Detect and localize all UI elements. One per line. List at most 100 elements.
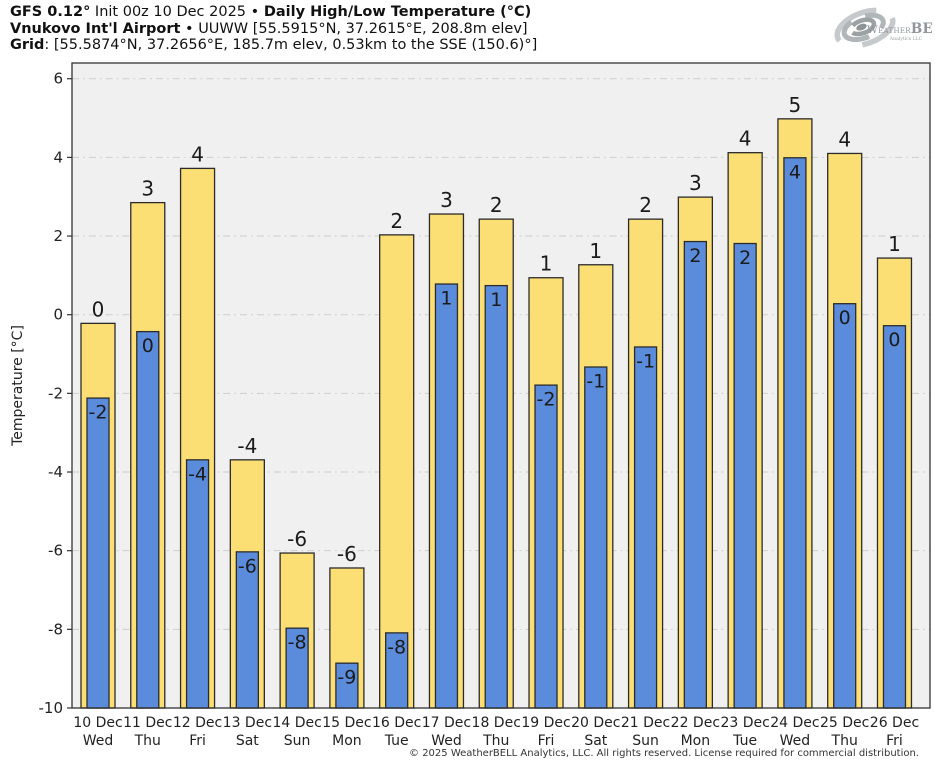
high-temp-label: 4 [191, 142, 204, 166]
high-temp-label: 3 [689, 171, 702, 195]
high-temp-label: 1 [589, 239, 602, 263]
x-tick-date-label: 19 Dec [521, 715, 570, 731]
x-tick-weekday-label: Thu [134, 733, 161, 749]
low-temp-label: -6 [238, 555, 257, 577]
low-temp-bar [882, 325, 907, 709]
grid-coords: : [55.5874°N, 37.2656°E, 185.7m elev, 0.… [44, 37, 538, 53]
x-tick-weekday-label: Fri [189, 733, 206, 749]
x-tick-weekday-label: Fri [886, 733, 903, 749]
high-temp-label: -4 [237, 434, 257, 458]
chart-title: Daily High/Low Temperature (°C) [263, 4, 532, 20]
x-tick-date-label: 21 Dec [621, 715, 670, 731]
logo-subtext: Analytics LLC [889, 36, 923, 42]
low-temp-label: -1 [636, 350, 655, 372]
low-temp-label: -2 [89, 402, 108, 424]
chart-header: GFS 0.12° Init 00z 10 Dec 2025 • Daily H… [10, 4, 537, 54]
x-tick-date-label: 17 Dec [422, 715, 471, 731]
x-tick-date-label: 16 Dec [372, 715, 421, 731]
high-temp-bar [379, 234, 415, 709]
high-temp-label: -6 [287, 527, 307, 551]
high-temp-label: 5 [789, 93, 802, 117]
x-tick-date-label: 20 Dec [571, 715, 620, 731]
low-temp-label: 0 [839, 307, 851, 329]
logo-text-bell: BELL [911, 21, 932, 37]
low-temp-bar [136, 330, 160, 709]
y-tick-label: -8 [48, 620, 63, 638]
y-tick-label: -2 [48, 384, 63, 402]
header-line-2: Vnukovo Int'l Airport • UUWW [55.5915°N,… [10, 21, 537, 38]
x-tick-date-label: 18 Dec [472, 715, 521, 731]
low-temp-label: 2 [739, 247, 751, 269]
low-temp-bar [584, 366, 608, 709]
x-tick-weekday-label: Sat [584, 733, 607, 749]
low-temp-bar [534, 384, 558, 709]
y-tick-label: 4 [53, 148, 63, 166]
low-temp-label: -8 [288, 632, 307, 654]
x-tick-weekday-label: Thu [482, 733, 509, 749]
high-temp-label: 4 [739, 127, 752, 151]
x-tick-date-label: 25 Dec [820, 715, 869, 731]
x-tick-date-label: 10 Dec [73, 715, 122, 731]
high-temp-label: 1 [540, 252, 553, 276]
high-temp-label: 3 [440, 188, 453, 212]
init-time: Init 00z 10 Dec 2025 • [90, 4, 264, 20]
logo-text-weather: Weather [867, 24, 911, 36]
x-tick-weekday-label: Sat [236, 733, 259, 749]
station-name: Vnukovo Int'l Airport [10, 20, 181, 37]
x-tick-date-label: 11 Dec [123, 715, 172, 731]
header-line-1: GFS 0.12° Init 00z 10 Dec 2025 • Daily H… [10, 4, 537, 21]
plot-border [71, 62, 931, 709]
x-tick-weekday-label: Wed [431, 733, 462, 749]
high-temp-label: 2 [390, 209, 403, 233]
high-temp-label: 2 [490, 193, 503, 217]
y-axis-title: Temperature [°C] [10, 325, 26, 447]
logo-wordmark: WeatherBELL [867, 21, 932, 37]
weatherbell-logo: WeatherBELL Analytics LLC [834, 7, 932, 49]
low-temp-bar [833, 303, 857, 709]
x-tick-date-label: 26 Dec [870, 715, 919, 731]
y-tick-label: -10 [39, 699, 64, 717]
low-temp-label: 0 [888, 329, 900, 351]
y-tick-label: -4 [48, 463, 63, 481]
high-temp-label: 2 [639, 193, 652, 217]
y-tick-label: 0 [53, 306, 63, 324]
low-temp-label: -9 [337, 667, 356, 689]
high-temp-label: -6 [337, 542, 357, 566]
x-tick-date-label: 24 Dec [770, 715, 819, 731]
low-temp-bar [733, 242, 757, 709]
high-temp-label: 0 [92, 297, 105, 321]
x-tick-weekday-label: Mon [332, 733, 362, 749]
low-temp-label: -8 [387, 636, 406, 658]
low-temp-label: -1 [586, 371, 605, 393]
station-coords: • UUWW [55.5915°N, 37.2615°E, 208.8m ele… [180, 20, 528, 37]
x-tick-weekday-label: Wed [83, 733, 114, 749]
x-tick-date-label: 15 Dec [322, 715, 371, 731]
low-temp-label: 2 [689, 245, 701, 267]
model-name: GFS 0.12° [10, 4, 91, 20]
y-tick-label: -6 [48, 542, 63, 560]
low-temp-bar [683, 240, 708, 709]
header-line-3: Grid: [55.5874°N, 37.2656°E, 185.7m elev… [10, 37, 537, 54]
x-tick-weekday-label: Mon [681, 733, 711, 749]
x-tick-date-label: 22 Dec [671, 715, 720, 731]
low-temp-bar [86, 397, 110, 709]
low-temp-label: 1 [490, 289, 502, 311]
high-temp-label: 3 [141, 177, 154, 201]
x-tick-date-label: 13 Dec [223, 715, 272, 731]
x-tick-weekday-label: Tue [384, 733, 409, 749]
low-temp-label: -4 [188, 463, 207, 485]
grid-label: Grid [10, 37, 45, 53]
x-tick-date-label: 12 Dec [173, 715, 222, 731]
low-temp-bar [185, 459, 210, 709]
high-temp-label: 1 [888, 232, 901, 256]
hurricane-swirl-icon [834, 7, 896, 49]
copyright-notice: © 2025 WeatherBELL Analytics, LLC. All r… [409, 748, 919, 759]
x-tick-date-label: 14 Dec [272, 715, 321, 731]
low-temp-label: -2 [537, 389, 556, 411]
low-temp-bar [434, 283, 459, 709]
x-tick-weekday-label: Tue [732, 733, 757, 749]
x-tick-weekday-label: Fri [538, 733, 555, 749]
x-tick-weekday-label: Thu [831, 733, 858, 749]
x-tick-date-label: 23 Dec [720, 715, 769, 731]
